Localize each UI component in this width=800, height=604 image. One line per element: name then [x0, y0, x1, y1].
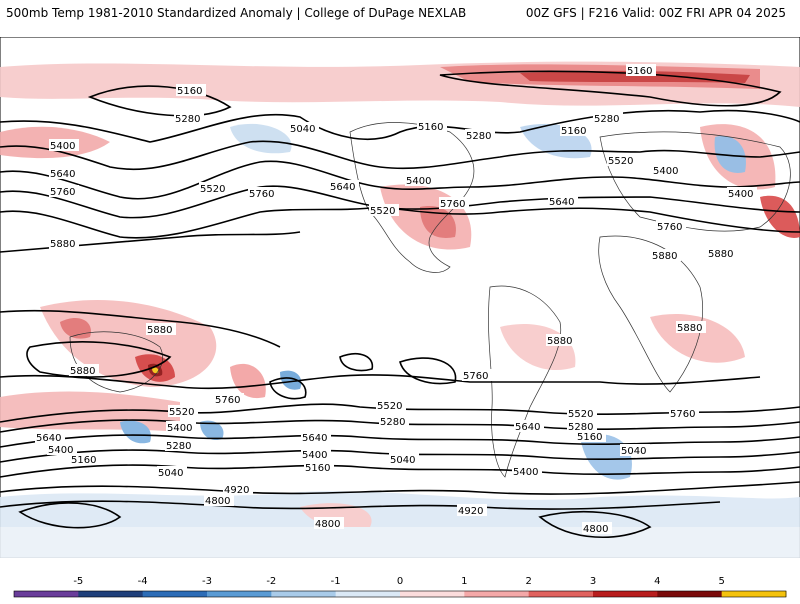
contour-label: 5160: [561, 126, 586, 137]
contour-label: 5400: [406, 176, 431, 187]
contour-label: 5880: [677, 323, 702, 334]
contour-label: 5040: [290, 124, 315, 135]
contour-label: 5520: [608, 156, 633, 167]
contour-label: 5400: [50, 141, 75, 152]
colorbar-swatch: [207, 591, 272, 597]
contour-label: 4920: [458, 506, 483, 517]
contour-label: 5640: [36, 433, 61, 444]
contour-label: 5280: [380, 417, 405, 428]
contour-label: 5160: [71, 455, 96, 466]
colorbar-swatch: [464, 591, 530, 597]
colorbar-tick-label: -3: [202, 576, 212, 587]
contour-label: 5280: [568, 422, 593, 433]
contour-label: 5760: [249, 189, 274, 200]
colorbar-tick-label: -2: [266, 576, 276, 587]
contour-label: 5160: [418, 122, 443, 133]
contour-label: 5760: [670, 409, 695, 420]
colorbar-swatch: [528, 591, 594, 597]
colorbar-swatch: [78, 591, 144, 597]
contour-label: 5160: [305, 463, 330, 474]
contour-label: 5040: [621, 446, 646, 457]
colorbar-tick-label: 3: [590, 576, 596, 587]
contour-label: 4920: [224, 485, 249, 496]
contour-label: 5640: [302, 433, 327, 444]
contour-label: 5280: [466, 131, 491, 142]
colorbar-tick-label: -1: [331, 576, 341, 587]
contour-label: 5640: [50, 169, 75, 180]
contour-label: 5640: [549, 197, 574, 208]
contour-label: 5160: [177, 86, 202, 97]
contour-label: 5880: [652, 251, 677, 262]
colorbar-tick-label: 4: [654, 576, 660, 587]
contour-label: 5760: [440, 199, 465, 210]
colorbar-tick-label: 0: [397, 576, 403, 587]
contour-label: 5040: [158, 468, 183, 479]
contour-label: 5280: [175, 114, 200, 125]
contour-label: 5520: [568, 409, 593, 420]
contour-label: 5640: [515, 422, 540, 433]
contour-label: 5400: [513, 467, 538, 478]
colorbar-swatch: [14, 591, 79, 597]
contour-label: 5760: [657, 222, 682, 233]
colorbar-swatch: [271, 591, 337, 597]
contour-label: 4800: [315, 519, 340, 530]
contour-label: 4800: [583, 524, 608, 535]
contour-label: 5160: [627, 66, 652, 77]
colorbar-swatch: [142, 591, 208, 597]
contour-label: 5400: [48, 445, 73, 456]
contour-label: 5520: [370, 206, 395, 217]
colorbar-swatch: [721, 591, 787, 597]
contour-label: 5400: [653, 166, 678, 177]
contour-label: 5160: [577, 432, 602, 443]
contour-label: 5520: [169, 407, 194, 418]
colorbar-tick-label: 5: [718, 576, 724, 587]
contour-label: 5520: [200, 184, 225, 195]
contour-label: 5880: [547, 336, 572, 347]
contour-label: 5880: [50, 239, 75, 250]
colorbar: -5 -4 -3 -2 -1 0 1 2 3 4 5: [0, 568, 800, 600]
colorbar-swatch: [400, 591, 465, 597]
colorbar-tick-label: -4: [138, 576, 148, 587]
contour-label: 5640: [330, 182, 355, 193]
contour-label: 5280: [594, 114, 619, 125]
contour-label: 5880: [147, 325, 172, 336]
contour-label: 4800: [205, 496, 230, 507]
contour-label: 5760: [463, 371, 488, 382]
contour-label: 5400: [167, 423, 192, 434]
colorbar-swatch: [335, 591, 401, 597]
contour-label: 5880: [708, 249, 733, 260]
contour-label: 5760: [215, 395, 240, 406]
anomaly-map: 5160 5160 5280 5400 5640 5760 5520 5760 …: [0, 37, 800, 558]
colorbar-swatch: [657, 591, 723, 597]
colorbar-tick-label: 2: [525, 576, 531, 587]
contour-label: 5520: [377, 401, 402, 412]
map-title: 500mb Temp 1981-2010 Standardized Anomal…: [6, 6, 467, 20]
contour-labels: 5160 5160 5280 5400 5640 5760 5520 5760 …: [35, 64, 757, 535]
contour-label: 5040: [390, 455, 415, 466]
contour-label: 5880: [70, 366, 95, 377]
colorbar-swatch: [593, 591, 658, 597]
colorbar-tick-label: 1: [461, 576, 467, 587]
colorbar-tick-label: -5: [73, 576, 83, 587]
contour-label: 5400: [728, 189, 753, 200]
contour-label: 5760: [50, 187, 75, 198]
run-info: 00Z GFS | F216 Valid: 00Z FRI APR 04 202…: [525, 6, 786, 20]
contour-label: 5400: [302, 450, 327, 461]
contour-label: 5280: [166, 441, 191, 452]
